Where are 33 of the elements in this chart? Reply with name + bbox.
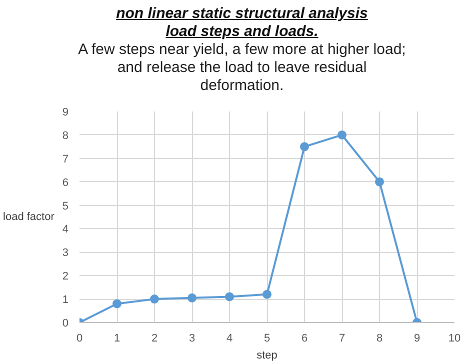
- point: [150, 294, 159, 304]
- y-tick-label: 0: [62, 318, 69, 330]
- y-tick-label: 6: [62, 176, 69, 189]
- x-tick-label: 4: [226, 332, 233, 344]
- x-axis-title: step: [256, 350, 278, 361]
- y-tick-label: 9: [62, 106, 69, 118]
- x-tick-label: 7: [338, 332, 346, 344]
- x-tick-label: 1: [114, 332, 120, 344]
- x-tick-label: 6: [301, 332, 308, 344]
- x-tick-label: 8: [376, 332, 383, 344]
- point: [188, 293, 196, 302]
- y-axis-title: load factor: [3, 211, 55, 223]
- y-tick-label: 7: [62, 153, 69, 166]
- point: [112, 299, 122, 308]
- chart-subtitle: A few steps near yield, a few more at higher load; and release the load to leave residual deformation.: [78, 41, 406, 95]
- x-tick-label: 9: [414, 332, 420, 344]
- x-tick-label: 5: [264, 332, 270, 344]
- point: [375, 177, 384, 186]
- y-tick-label: 4: [62, 224, 69, 236]
- x-tick-label: 2: [151, 332, 158, 344]
- y-tick-label: 1: [62, 294, 69, 306]
- point: [262, 290, 272, 299]
- x-tick-label: 3: [188, 332, 196, 344]
- y-tick-label: 2: [62, 270, 69, 283]
- point: [225, 292, 234, 302]
- y-tick-label: 3: [62, 247, 69, 260]
- x-tick-label: 10: [448, 332, 461, 344]
- point: [338, 130, 346, 140]
- point: [300, 142, 309, 152]
- x-tick-label: 0: [76, 332, 83, 344]
- y-tick-label: 5: [62, 200, 69, 212]
- chart-title: non linear static structural analysis load steps and loads.: [115, 5, 369, 41]
- y-tick-label: 8: [62, 130, 69, 142]
